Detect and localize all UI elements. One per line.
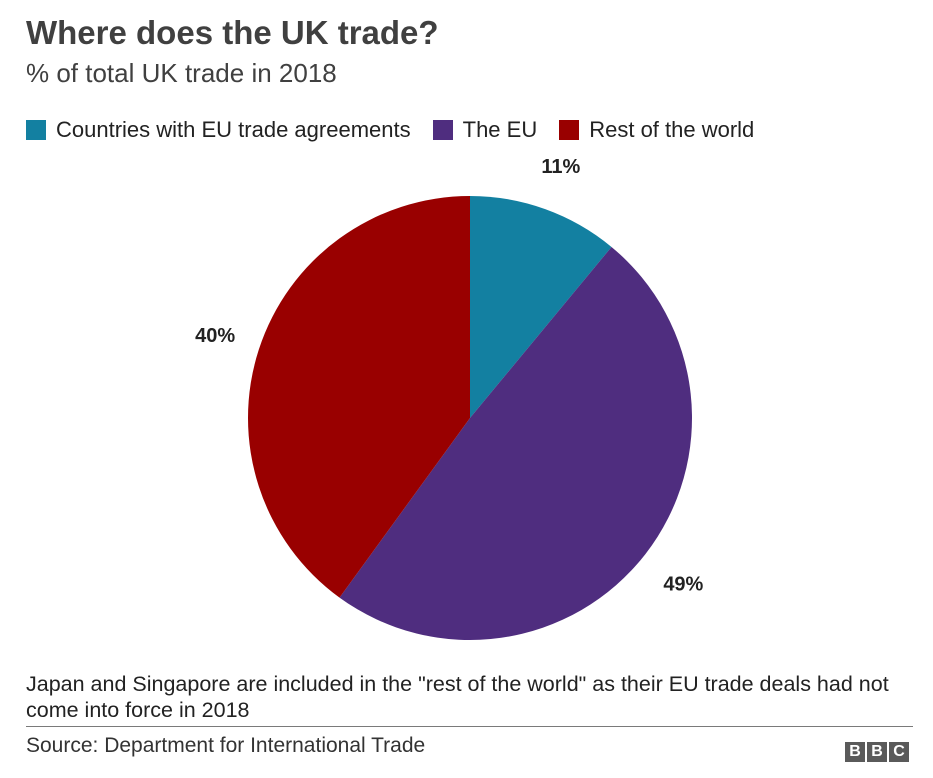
chart-title: Where does the UK trade?: [26, 14, 439, 51]
slice-label: 40%: [195, 325, 235, 347]
bbc-logo-block: B: [845, 742, 865, 762]
pie-chart: 11% 49% 40%: [195, 156, 704, 640]
legend-swatch-rest-of-world: [559, 120, 580, 140]
legend-swatch-eu-agreements: [26, 120, 46, 140]
legend-swatch-eu: [432, 120, 453, 140]
bbc-logo-block: C: [889, 742, 909, 762]
chart-subtitle: % of total UK trade in 2018: [26, 58, 337, 88]
footnote: Japan and Singapore are included in the …: [26, 672, 889, 722]
legend-item-eu-agreements: Countries with EU trade agreements: [26, 117, 411, 143]
legend-item-rest-of-world: Rest of the world: [559, 117, 754, 143]
slice-label: 11%: [541, 156, 580, 178]
pie-slice: [470, 196, 612, 418]
slice-label: 49%: [663, 573, 703, 595]
legend: Countries with EU trade agreements The E…: [26, 117, 776, 143]
legend-label-eu: The EU: [462, 117, 538, 142]
pie-slice: [248, 196, 470, 598]
legend-label-rest-of-world: Rest of the world: [589, 117, 755, 142]
bbc-logo-block: B: [867, 742, 887, 762]
pie-slice: [339, 246, 692, 640]
legend-label-eu-agreements: Countries with EU trade agreements: [56, 117, 411, 142]
source-text: Source: Department for International Tra…: [26, 734, 426, 757]
divider: [26, 726, 913, 727]
bbc-logo: B B C: [845, 742, 911, 762]
legend-item-eu: The EU: [432, 117, 538, 143]
